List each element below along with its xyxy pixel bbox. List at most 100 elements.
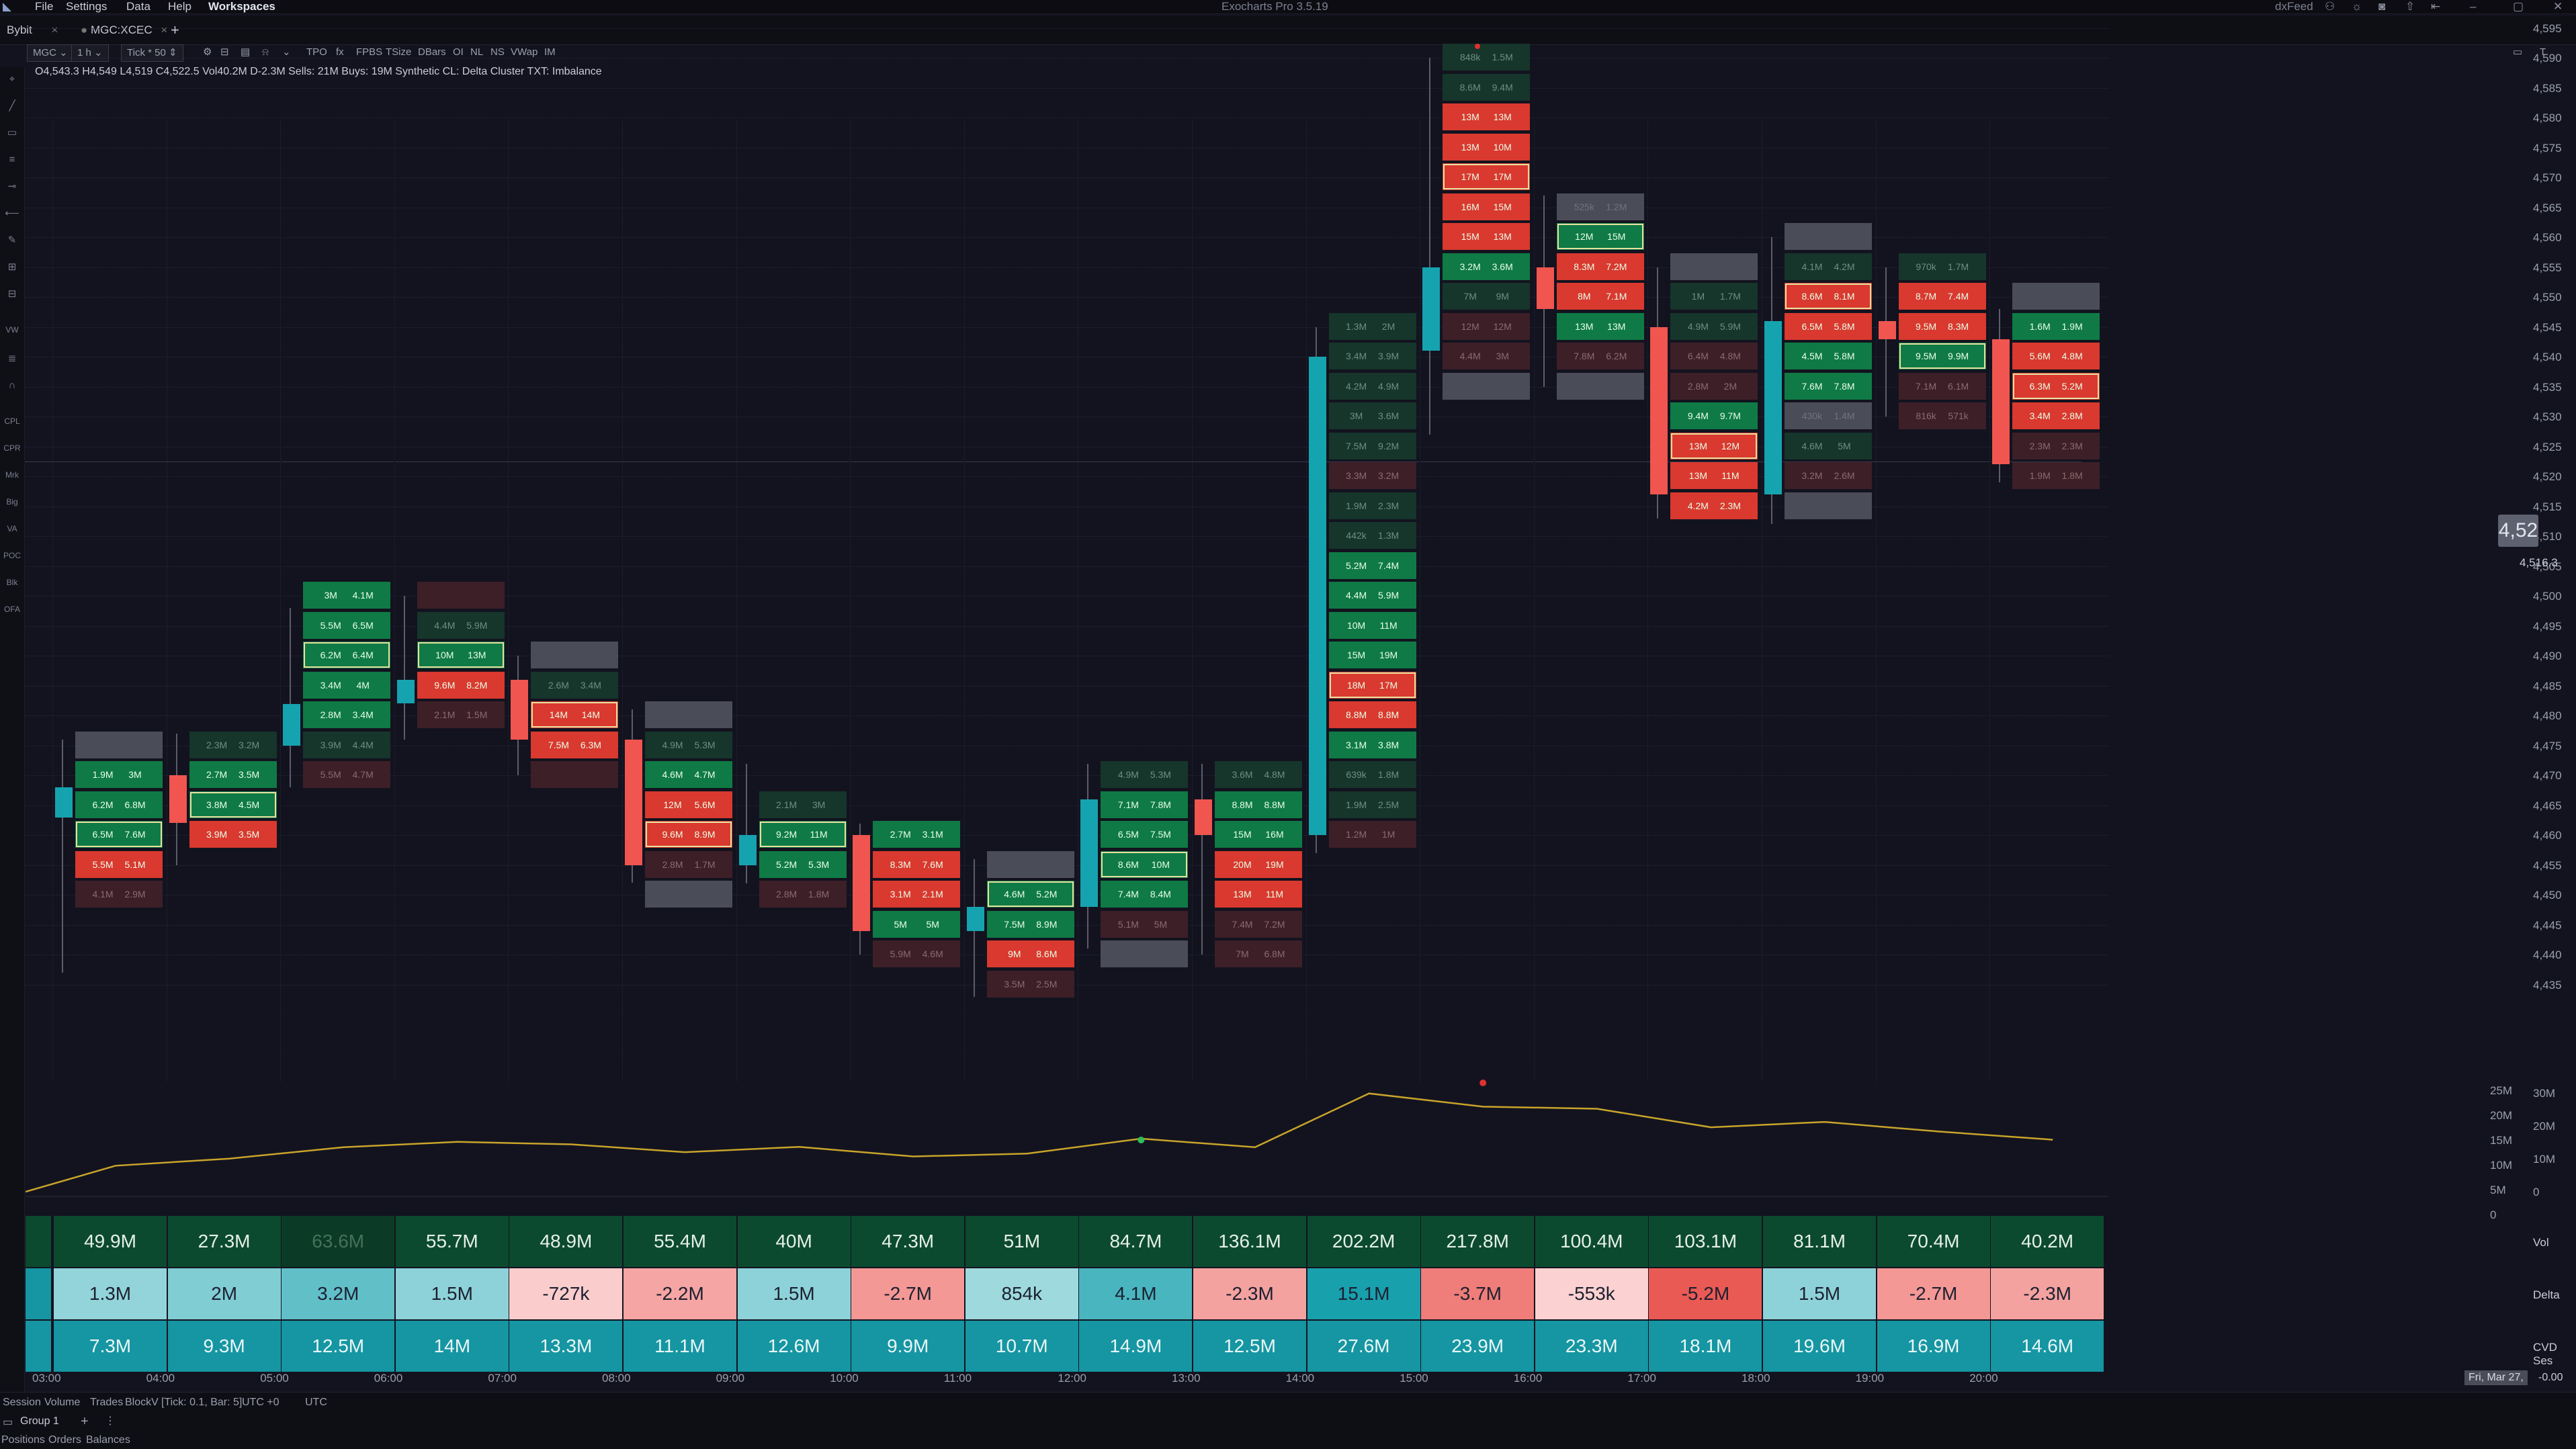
toolbar-ns[interactable]: NS bbox=[490, 46, 505, 58]
footprint-cell[interactable]: 7.5M 9.2M bbox=[1328, 432, 1416, 459]
menu-data[interactable]: Data bbox=[126, 0, 151, 13]
footprint-cell[interactable]: 12M 15M bbox=[1556, 223, 1644, 251]
footprint-cell[interactable] bbox=[2012, 283, 2100, 310]
panel-orders[interactable]: Orders bbox=[48, 1434, 81, 1446]
cvd-panel[interactable] bbox=[25, 1072, 2108, 1197]
footprint-cell[interactable]: 6.5M 7.5M bbox=[1101, 821, 1189, 848]
footprint-cell[interactable]: 6.5M 5.8M bbox=[1785, 312, 1872, 340]
footprint-cell[interactable]: 13M 11M bbox=[1670, 462, 1758, 490]
footprint-cell[interactable] bbox=[1101, 940, 1189, 968]
footprint-cell[interactable]: 9.4M 9.7M bbox=[1670, 402, 1758, 430]
text-icon[interactable]: ≣ bbox=[7, 353, 17, 364]
footprint-cell[interactable]: 4.1M 2.9M bbox=[75, 881, 163, 908]
footprint-cell[interactable]: 5.6M 4.8M bbox=[2012, 343, 2100, 370]
bear-candle-body[interactable] bbox=[169, 775, 187, 824]
footprint-cell[interactable]: 13M 13M bbox=[1556, 312, 1644, 340]
footprint-cell[interactable]: 1.9M 2.5M bbox=[1328, 791, 1416, 818]
footprint-cell[interactable]: 4.2M 4.9M bbox=[1328, 372, 1416, 400]
toolbar-oi[interactable]: OI bbox=[453, 46, 464, 58]
footprint-cell[interactable]: 20M 19M bbox=[1215, 850, 1302, 878]
panel-toggle-icon[interactable]: ▭ bbox=[2513, 46, 2523, 58]
footprint-cell[interactable]: 5.5M 6.5M bbox=[303, 611, 391, 639]
footprint-cell[interactable] bbox=[1556, 372, 1644, 400]
footprint-cell[interactable]: 4.5M 5.8M bbox=[1785, 343, 1872, 370]
footprint-chart[interactable]: 1.9M 3M 6.2M 6.8M 6.5M 7.6M 5.5M 5.1M 4.1M 2.9M 2.… bbox=[26, 28, 2108, 1082]
bull-candle-body[interactable] bbox=[1422, 267, 1441, 351]
footprint-cell[interactable]: 14M 14M bbox=[531, 701, 619, 729]
upload-icon[interactable]: ⇧ bbox=[2405, 0, 2415, 13]
footprint-cell[interactable]: 3.8M 4.5M bbox=[189, 791, 277, 818]
footprint-cell[interactable]: 16M 15M bbox=[1443, 193, 1531, 220]
footprint-cell[interactable]: 8.6M 9.4M bbox=[1443, 73, 1531, 101]
footprint-cell[interactable] bbox=[1785, 492, 1872, 519]
footprint-cell[interactable] bbox=[645, 881, 732, 908]
footprint-cell[interactable]: 816k 571k bbox=[1898, 402, 1986, 430]
footprint-cell[interactable]: 12M 5.6M bbox=[645, 791, 732, 818]
footprint-cell[interactable] bbox=[417, 582, 505, 609]
footprint-cell[interactable]: 4.9M 5.3M bbox=[1101, 761, 1189, 789]
footprint-cell[interactable]: 5.2M 5.3M bbox=[759, 850, 847, 878]
bull-candle-body[interactable] bbox=[1080, 799, 1099, 908]
bull-candle-body[interactable] bbox=[1764, 320, 1782, 494]
footprint-cell[interactable]: 4.2M 2.3M bbox=[1670, 492, 1758, 519]
footprint-cell[interactable]: 1.3M 2M bbox=[1328, 312, 1416, 340]
footprint-cell[interactable]: 9.5M 9.9M bbox=[1898, 343, 1986, 370]
footprint-cell[interactable]: 525k 1.2M bbox=[1556, 193, 1644, 220]
toolbar-fx[interactable]: fx bbox=[336, 46, 344, 58]
footprint-cell[interactable]: 2.8M 1.8M bbox=[759, 881, 847, 908]
footprint-cell[interactable]: 8.3M 7.6M bbox=[873, 850, 961, 878]
close-icon[interactable]: ✕ bbox=[2553, 0, 2563, 13]
footprint-cell[interactable]: 9M 8.6M bbox=[986, 940, 1074, 968]
footprint-cell[interactable]: 3.4M 3.9M bbox=[1328, 343, 1416, 370]
tool-cpl[interactable]: CPL bbox=[4, 416, 20, 426]
status-trades[interactable]: Trades bbox=[90, 1397, 124, 1408]
timezone-select[interactable]: UTC +0 bbox=[242, 1397, 280, 1408]
footprint-cell[interactable]: 3M 3.6M bbox=[1328, 402, 1416, 430]
footprint-cell[interactable]: 5M 5M bbox=[873, 910, 961, 938]
footprint-cell[interactable]: 3.4M 4M bbox=[303, 671, 391, 699]
footprint-cell[interactable]: 2.1M 3M bbox=[759, 791, 847, 818]
tool-poc[interactable]: POC bbox=[3, 551, 21, 560]
footprint-cell[interactable]: 10M 13M bbox=[417, 642, 505, 669]
group-tab[interactable]: Group 1 bbox=[20, 1415, 59, 1427]
footprint-cell[interactable]: 6.4M 4.8M bbox=[1670, 343, 1758, 370]
alert-icon[interactable]: ⍾ bbox=[262, 46, 269, 58]
status-blockv[interactable]: BlockV bbox=[125, 1397, 159, 1408]
footprint-cell[interactable]: 3.4M 2.8M bbox=[2012, 402, 2100, 430]
footprint-cell[interactable]: 3.3M 3.2M bbox=[1328, 462, 1416, 490]
footprint-cell[interactable]: 6.5M 7.6M bbox=[75, 821, 163, 848]
footprint-cell[interactable]: 4.4M 3M bbox=[1443, 343, 1531, 370]
panel-balances[interactable]: Balances bbox=[86, 1434, 130, 1446]
menu-workspaces[interactable]: Workspaces bbox=[208, 0, 275, 13]
ray-icon[interactable]: ⟵ bbox=[5, 208, 19, 219]
footprint-cell[interactable]: 7.8M 6.2M bbox=[1556, 343, 1644, 370]
footprint-cell[interactable]: 15M 19M bbox=[1328, 642, 1416, 669]
footprint-cell[interactable]: 9.2M 11M bbox=[759, 821, 847, 848]
footprint-cell[interactable]: 970k 1.7M bbox=[1898, 253, 1986, 280]
tool-vw[interactable]: VW bbox=[5, 325, 19, 335]
footprint-cell[interactable]: 2.3M 2.3M bbox=[2012, 432, 2100, 459]
bull-candle-body[interactable] bbox=[966, 907, 984, 931]
footprint-cell[interactable]: 8.8M 8.8M bbox=[1328, 701, 1416, 729]
footprint-cell[interactable]: 3M 4.1M bbox=[303, 582, 391, 609]
footprint-cell[interactable]: 4.6M 5M bbox=[1785, 432, 1872, 459]
footprint-cell[interactable]: 7.5M 6.3M bbox=[531, 731, 619, 758]
footprint-cell[interactable] bbox=[1443, 372, 1531, 400]
footprint-cell[interactable]: 2.3M 3.2M bbox=[189, 731, 277, 758]
footprint-cell[interactable]: 1M 1.7M bbox=[1670, 283, 1758, 310]
footprint-cell[interactable]: 2.8M 3.4M bbox=[303, 701, 391, 729]
footprint-cell[interactable] bbox=[1670, 253, 1758, 280]
tool-cpr[interactable]: CPR bbox=[3, 443, 21, 453]
footprint-cell[interactable]: 8.8M 8.8M bbox=[1215, 791, 1302, 818]
footprint-cell[interactable]: 1.9M 1.8M bbox=[2012, 462, 2100, 490]
footprint-cell[interactable]: 8.3M 7.2M bbox=[1556, 253, 1644, 280]
footprint-cell[interactable]: 2.6M 3.4M bbox=[531, 671, 619, 699]
tool-va[interactable]: VA bbox=[7, 524, 17, 533]
footprint-cell[interactable]: 2.7M 3.1M bbox=[873, 821, 961, 848]
toolbar-im[interactable]: IM bbox=[544, 46, 556, 58]
footprint-cell[interactable]: 7.6M 7.8M bbox=[1785, 372, 1872, 400]
dropdown-chevron-icon[interactable]: ⌄ bbox=[282, 46, 291, 58]
tool-mrk[interactable]: Mrk bbox=[5, 470, 19, 480]
footprint-cell[interactable] bbox=[531, 642, 619, 669]
tool-big[interactable]: Big bbox=[6, 497, 18, 507]
